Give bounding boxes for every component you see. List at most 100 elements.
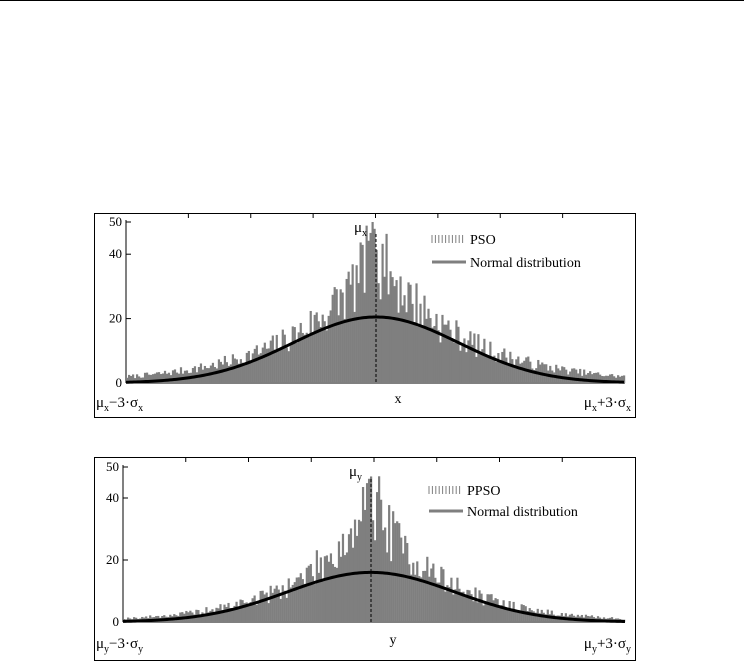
histogram-bar xyxy=(565,369,568,383)
histogram-bar xyxy=(561,366,564,383)
histogram-bar xyxy=(261,347,264,383)
histogram-bar xyxy=(295,577,298,622)
legend-label-histogram: PSO xyxy=(470,233,496,248)
top-rule xyxy=(0,0,744,1)
histogram-bar xyxy=(353,311,356,383)
histogram-bar xyxy=(311,334,314,383)
histogram-bar xyxy=(279,598,282,622)
histogram-bar xyxy=(289,343,292,383)
histogram-bar xyxy=(425,318,428,383)
histogram-bar xyxy=(435,313,438,383)
histogram-bar xyxy=(128,374,131,383)
histogram-bar xyxy=(265,592,268,622)
histogram-bar xyxy=(461,342,464,383)
histogram-bar xyxy=(253,595,256,622)
histogram-bar xyxy=(431,327,434,383)
histogram-bar xyxy=(277,350,280,383)
histogram-bar xyxy=(287,578,290,622)
histogram-bar xyxy=(385,233,388,383)
histogram-bar xyxy=(329,310,332,383)
histogram-bar xyxy=(281,585,284,622)
histogram-bar xyxy=(339,556,343,622)
histogram-bar xyxy=(179,367,183,383)
histogram-bar xyxy=(167,372,171,383)
histogram-bar xyxy=(225,362,228,383)
histogram-bar xyxy=(416,561,419,622)
histogram-bar xyxy=(327,561,331,622)
histogram-bar xyxy=(225,606,228,622)
histogram-bar xyxy=(448,587,451,622)
histogram-bar xyxy=(193,366,197,383)
histogram-bar xyxy=(221,364,225,383)
histogram-bar xyxy=(321,314,324,383)
histogram-bar xyxy=(345,278,348,383)
histogram-bar xyxy=(265,348,268,383)
histogram-bar xyxy=(396,521,399,622)
histogram-bar xyxy=(171,370,175,383)
histogram-bar xyxy=(456,577,459,622)
histogram-bar xyxy=(432,563,435,622)
histogram-bar xyxy=(309,310,312,383)
histogram-bar xyxy=(301,579,304,622)
histogram-bar xyxy=(347,271,350,383)
histogram-bar xyxy=(463,338,466,383)
histogram-bar xyxy=(305,567,308,622)
histogram-bar xyxy=(475,356,478,383)
histogram-bar xyxy=(311,576,314,622)
histogram-bar xyxy=(488,594,491,622)
histogram-bar xyxy=(237,607,240,622)
histogram-bar xyxy=(217,608,220,622)
y-tick-label: 0 xyxy=(116,375,123,390)
histogram-bar xyxy=(269,585,272,622)
histogram-bar xyxy=(395,280,398,383)
histogram-bar xyxy=(303,334,306,383)
histogram-bar xyxy=(476,602,479,622)
histogram-bar xyxy=(464,597,467,622)
x-min-label: μx−3·σx xyxy=(96,395,143,414)
histogram-bar xyxy=(513,366,516,383)
legend-label-normal: Normal distribution xyxy=(470,256,581,271)
histogram-bar xyxy=(398,523,401,622)
histogram-bar xyxy=(388,505,391,622)
histogram-bar xyxy=(439,342,442,383)
histogram-bar xyxy=(245,602,248,622)
histogram-bar xyxy=(363,292,366,383)
histogram-bar xyxy=(295,342,298,383)
histogram-bar xyxy=(159,374,163,383)
histogram-bar xyxy=(617,375,620,383)
histogram-bar xyxy=(283,590,286,622)
histogram-bar xyxy=(508,601,511,622)
histogram-bar xyxy=(494,598,497,622)
histogram-bar xyxy=(498,608,501,622)
histogram-bar xyxy=(610,617,614,622)
histogram-bar xyxy=(285,597,288,622)
histogram-bar xyxy=(323,556,327,622)
histogram-bar xyxy=(511,359,514,383)
histogram-bar xyxy=(389,271,392,383)
histogram-bar xyxy=(460,592,463,622)
histogram-bar xyxy=(418,576,421,622)
histogram-bar xyxy=(315,550,318,622)
histogram-bar xyxy=(355,265,358,383)
histogram-bar xyxy=(471,344,474,383)
histogram-bar xyxy=(380,499,383,622)
histogram-bar xyxy=(390,561,393,622)
histogram-bar xyxy=(482,605,485,622)
histogram-bar xyxy=(438,582,441,622)
histogram-bar xyxy=(429,318,432,383)
histogram-bar xyxy=(261,590,264,622)
histogram-bar xyxy=(307,336,310,383)
histogram-bar xyxy=(382,530,385,622)
histogram-bar xyxy=(555,364,558,383)
histogram-bar xyxy=(408,564,411,622)
histogram-bar xyxy=(361,487,365,622)
histogram-bar xyxy=(337,315,340,383)
histogram-bar xyxy=(341,533,345,622)
histogram-bar xyxy=(213,367,217,383)
histogram-bar xyxy=(426,556,429,622)
histogram-bar xyxy=(480,593,483,622)
histogram-bar xyxy=(137,376,141,383)
histogram-bar xyxy=(619,376,622,383)
histogram-bar xyxy=(251,598,254,622)
histogram-bar xyxy=(229,364,232,383)
